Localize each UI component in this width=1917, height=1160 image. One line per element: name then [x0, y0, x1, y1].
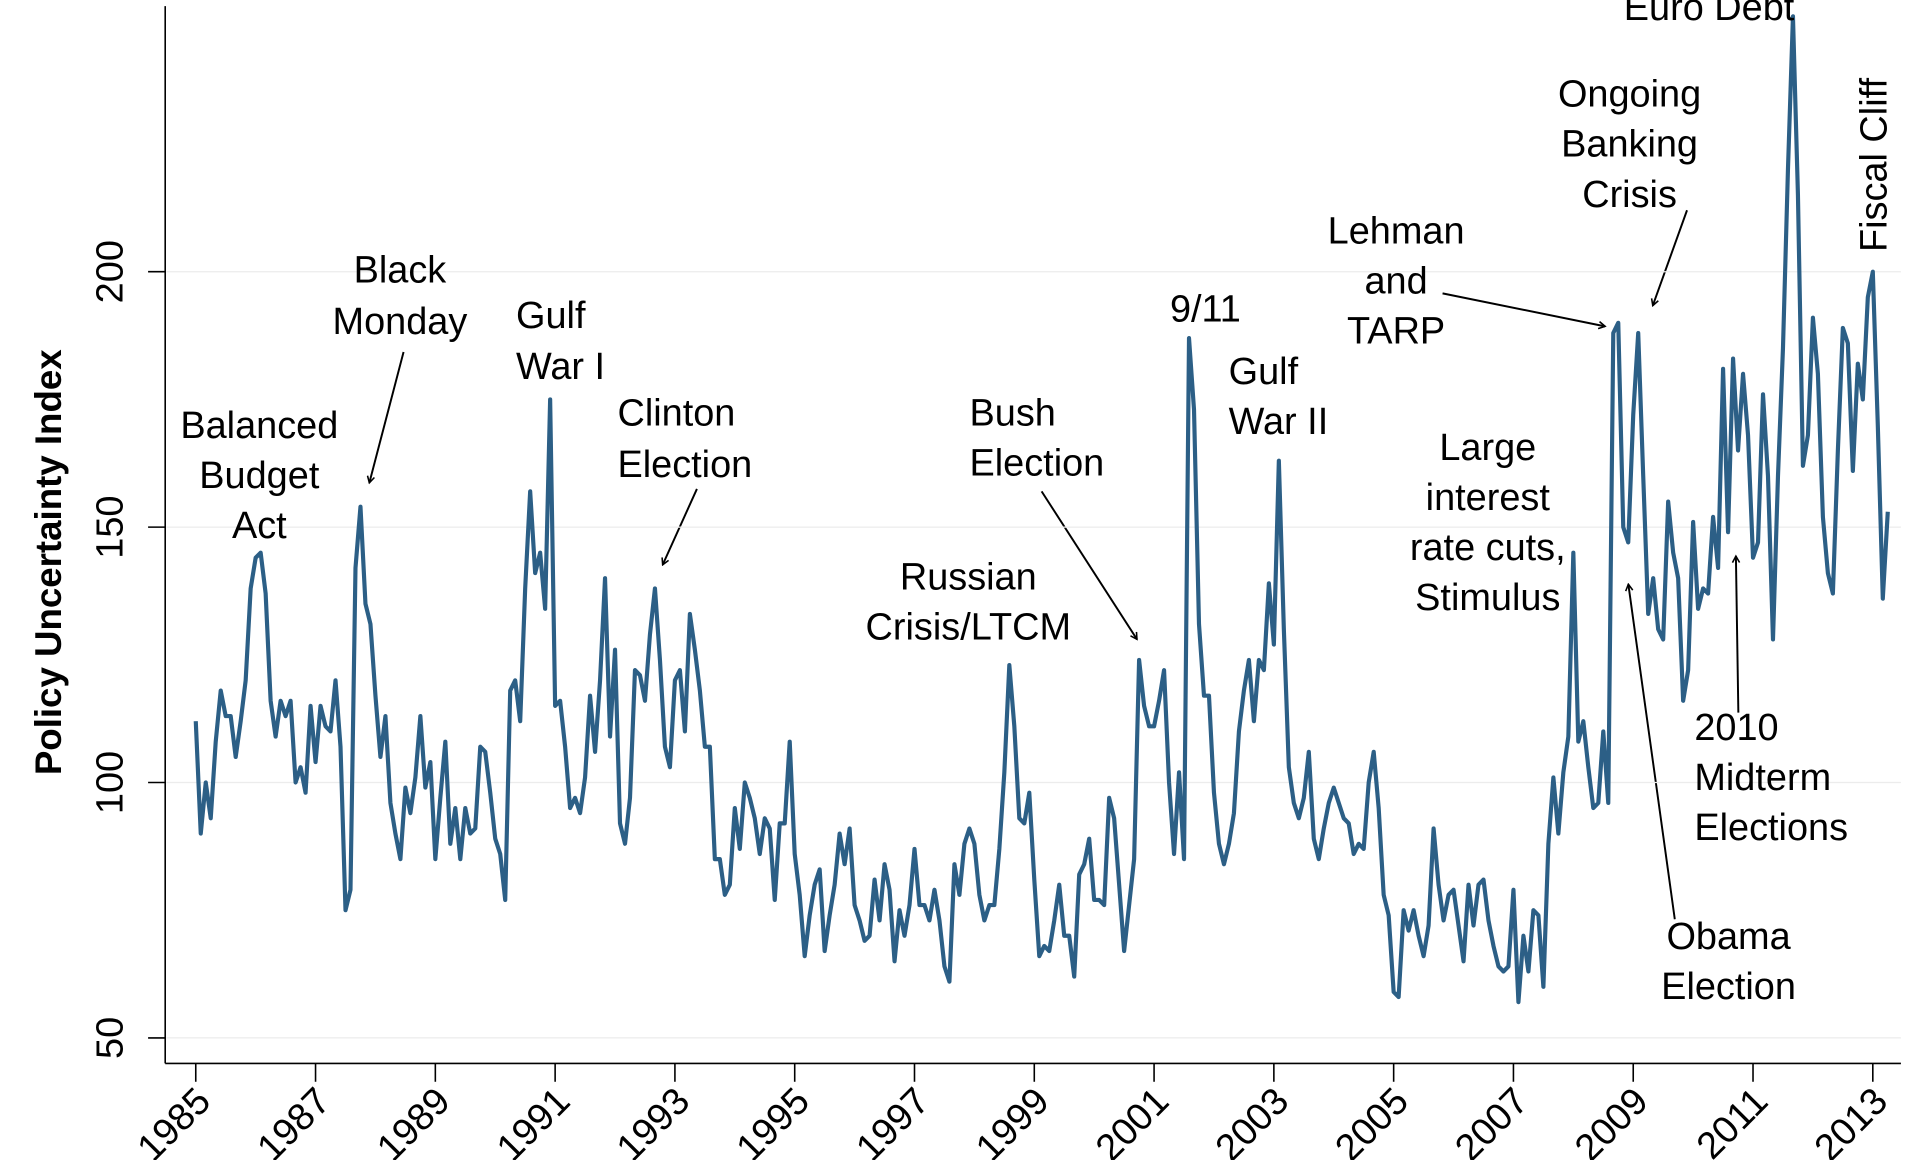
annotation-text: interest — [1426, 477, 1551, 519]
annotation-text: Clinton — [617, 393, 735, 435]
annotation-text: Black — [354, 250, 447, 292]
annotation-text: Banking — [1561, 124, 1698, 166]
x-tick-label: 1999 — [968, 1080, 1057, 1160]
annotation-arrow — [1040, 490, 1137, 639]
annotation-arrow — [1653, 209, 1688, 305]
y-tick-label: 100 — [90, 751, 132, 814]
x-tick-label: 1995 — [729, 1080, 818, 1160]
annotation-arrow — [1628, 584, 1676, 920]
x-tick-label: 1993 — [609, 1080, 698, 1160]
annotation-text: Stimulus — [1415, 577, 1560, 619]
annotation-text: 9/11 — [1170, 289, 1241, 331]
x-tick-label: 1991 — [489, 1080, 578, 1160]
annotation-text: Act — [232, 505, 287, 547]
annotation-text: Balanced — [180, 405, 338, 447]
annotation-text: Large — [1439, 427, 1536, 469]
annotation-text: Fiscal Cliff — [1853, 78, 1895, 252]
x-tick-label: 2013 — [1807, 1080, 1896, 1160]
annotation-text: Monday — [333, 301, 468, 343]
annotation-text: Lehman — [1328, 210, 1465, 252]
x-tick-label: 2007 — [1447, 1080, 1536, 1160]
y-tick-label: 150 — [90, 496, 132, 559]
annotation-arrow — [369, 351, 405, 483]
annotation-text: Obama — [1666, 916, 1791, 958]
y-axis-title: Policy Uncertainty Index — [28, 349, 69, 775]
y-tick-label: 200 — [90, 240, 132, 303]
annotation-text: Crisis — [1582, 174, 1677, 216]
annotation-arrow — [1442, 292, 1606, 326]
annotation-text: Russian — [900, 556, 1037, 598]
annotation-text: War II — [1229, 401, 1329, 443]
x-tick-label: 2003 — [1208, 1080, 1297, 1160]
annotation-text: Ongoing — [1558, 74, 1701, 116]
x-tick-label: 1997 — [848, 1080, 937, 1160]
annotation-text: Gulf — [516, 295, 586, 337]
x-tick-label: 1985 — [130, 1080, 219, 1160]
data-line — [193, 14, 1890, 1005]
x-tick-label: 2011 — [1689, 1080, 1776, 1160]
annotation-text: rate cuts, — [1410, 527, 1566, 569]
x-tick-label: 2001 — [1088, 1080, 1177, 1160]
x-tick-label: 2009 — [1567, 1080, 1656, 1160]
annotation-text: Elections — [1694, 807, 1848, 849]
x-tick-label: 1987 — [249, 1080, 338, 1160]
annotation-text: Euro Debt — [1624, 0, 1795, 29]
annotation-text: 2010 — [1694, 707, 1778, 749]
y-tick-label: 50 — [90, 1017, 132, 1059]
annotation-text: Election — [1661, 966, 1796, 1008]
annotation-text: TARP — [1347, 311, 1445, 353]
annotation-text: Election — [970, 443, 1105, 485]
annotation-arrow — [1736, 556, 1738, 713]
annotation-text: Budget — [199, 455, 320, 497]
x-tick-label: 2005 — [1328, 1080, 1417, 1160]
annotation-arrows — [369, 209, 1738, 920]
annotation-text: Bush — [970, 393, 1056, 435]
annotation-text: Gulf — [1229, 351, 1299, 393]
annotation-text: and — [1364, 261, 1427, 303]
x-tick-label: 1989 — [369, 1080, 458, 1160]
annotation-text: Crisis/LTCM — [866, 607, 1071, 649]
annotation-text: Midterm — [1694, 757, 1831, 799]
annotation-text: Election — [617, 444, 752, 486]
annotation-text: War I — [516, 346, 605, 388]
